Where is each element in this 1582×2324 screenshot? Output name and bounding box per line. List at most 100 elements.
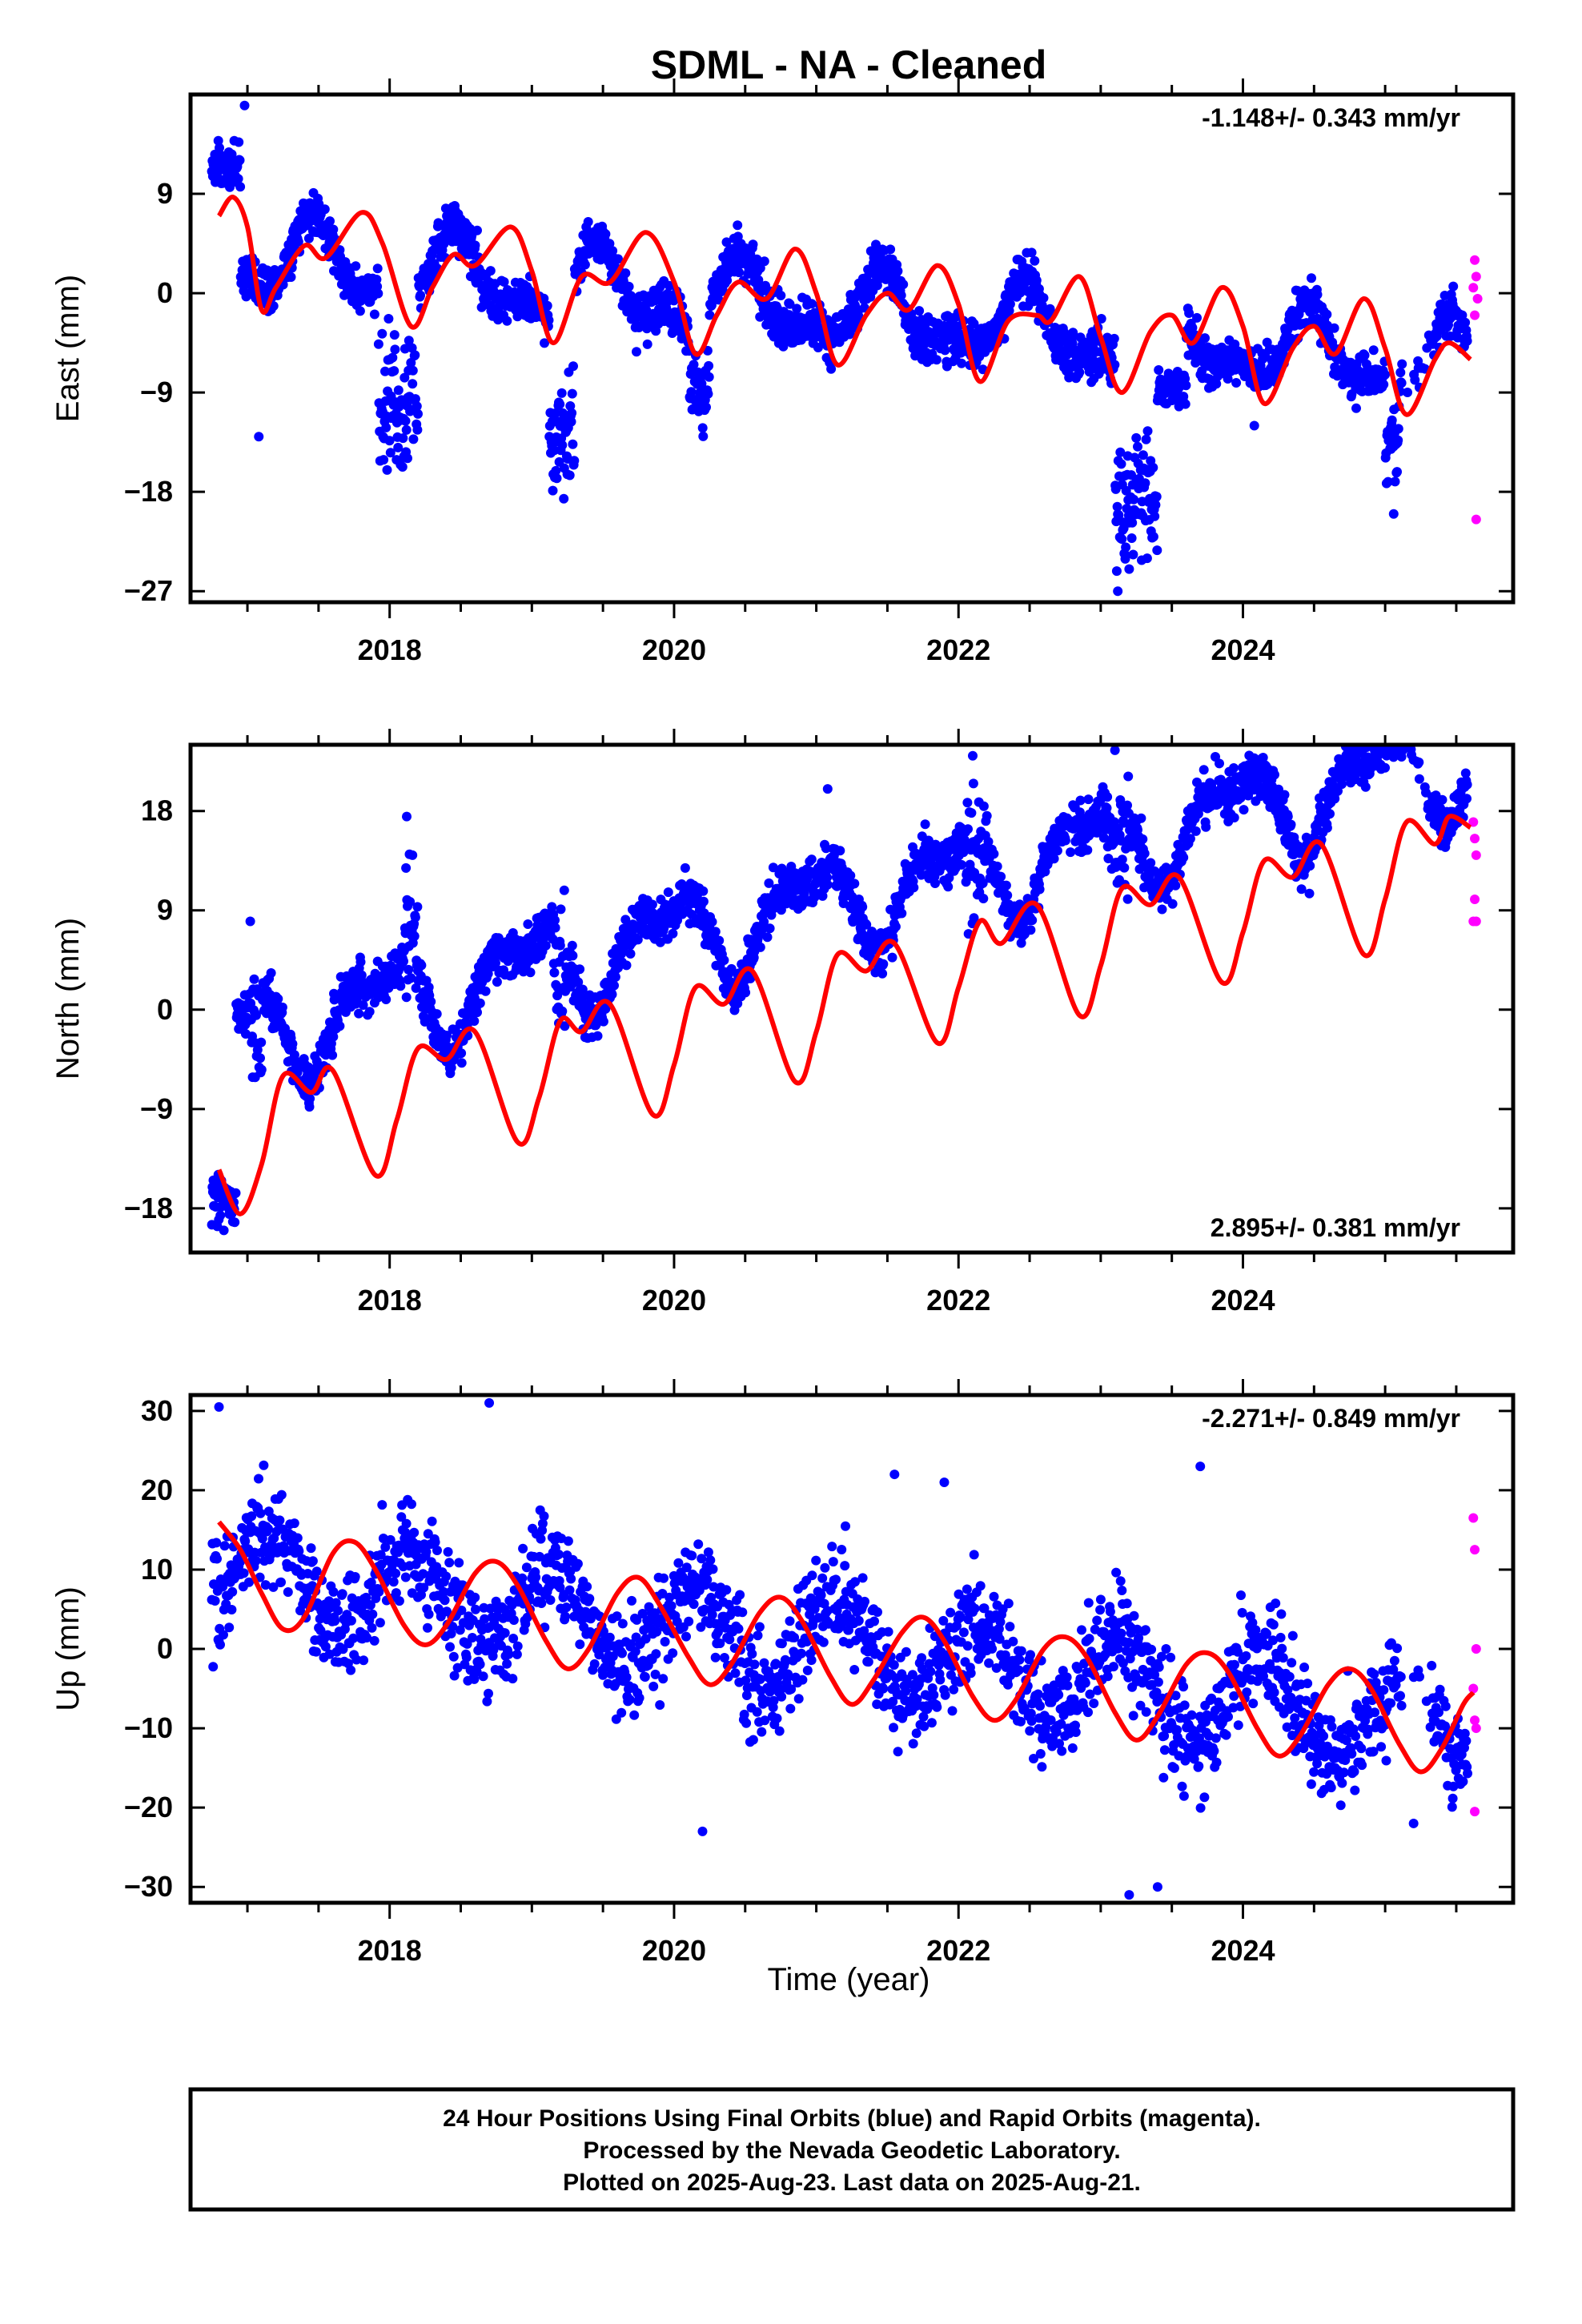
final-orbit-point: [215, 143, 224, 153]
final-orbit-point: [1152, 545, 1162, 556]
final-orbit-point: [569, 456, 580, 466]
final-orbit-point: [853, 311, 864, 321]
final-orbit-point: [1337, 779, 1347, 790]
final-orbit-point: [1392, 467, 1402, 477]
final-orbit-point: [1452, 332, 1463, 343]
final-orbit-point: [1128, 549, 1138, 560]
final-orbit-point: [734, 267, 744, 278]
final-orbit-point: [1180, 399, 1191, 409]
final-orbit-point: [1403, 388, 1412, 397]
final-orbit-point: [957, 358, 966, 368]
final-orbit-point: [408, 365, 418, 376]
x-tick-label: 2022: [926, 633, 990, 666]
final-orbit-point: [1368, 345, 1379, 356]
y-tick-label: 0: [157, 993, 173, 1026]
final-orbit-point: [389, 330, 400, 340]
final-orbit-point: [233, 174, 243, 184]
final-orbit-point: [1187, 323, 1198, 333]
final-orbit-point: [249, 974, 259, 984]
final-orbit-point: [624, 281, 634, 292]
final-orbit-point: [1351, 403, 1361, 413]
final-orbit-point: [1150, 511, 1160, 521]
final-orbit-point: [592, 1031, 603, 1041]
final-orbit-point: [893, 266, 903, 276]
final-orbit-point: [1140, 478, 1150, 489]
y-tick-label: 18: [141, 794, 173, 827]
final-orbit-point: [525, 967, 536, 978]
data-points: [207, 723, 1481, 1236]
final-orbit-point: [401, 862, 412, 873]
final-orbit-point: [542, 300, 552, 311]
final-orbit-point: [1393, 723, 1403, 733]
final-orbit-point: [741, 987, 751, 998]
final-orbit-point: [1157, 904, 1167, 915]
final-orbit-point: [1410, 375, 1420, 385]
final-orbit-point: [668, 928, 678, 939]
final-orbit-point: [470, 240, 480, 251]
final-orbit-point: [1109, 333, 1119, 344]
y-tick-label: 0: [157, 276, 173, 309]
final-orbit-point: [1112, 501, 1122, 512]
final-orbit-point: [620, 915, 631, 925]
final-orbit-point: [408, 434, 419, 444]
x-tick-label: 2020: [642, 1284, 706, 1317]
final-orbit-point: [410, 394, 420, 404]
final-orbit-point: [555, 940, 565, 951]
final-orbit-point: [878, 959, 889, 969]
final-orbit-point: [943, 882, 954, 892]
final-orbit-point: [1178, 392, 1189, 402]
final-orbit-point: [567, 408, 577, 418]
final-orbit-point: [1325, 809, 1335, 819]
final-orbit-point: [806, 854, 817, 865]
final-orbit-point: [373, 339, 383, 349]
final-orbit-point: [1387, 730, 1397, 739]
final-orbit-point: [575, 964, 585, 975]
final-orbit-point: [373, 288, 383, 299]
final-orbit-point: [389, 366, 400, 376]
final-orbit-point: [877, 968, 888, 979]
final-orbit-point: [598, 1016, 608, 1027]
final-orbit-point: [387, 352, 398, 363]
final-orbit-point: [286, 272, 296, 282]
final-orbit-point: [697, 423, 708, 433]
data-points: [207, 100, 1483, 597]
final-orbit-point: [1074, 367, 1085, 377]
final-orbit-point: [748, 239, 758, 250]
final-orbit-point: [914, 306, 925, 316]
final-orbit-point: [920, 819, 930, 830]
final-orbit-point: [625, 949, 636, 959]
final-orbit-point: [325, 216, 335, 227]
final-orbit-point: [1184, 308, 1195, 318]
final-orbit-point: [817, 891, 828, 901]
final-orbit-point: [381, 422, 391, 432]
final-orbit-point: [1393, 424, 1403, 434]
final-orbit-point: [252, 1045, 263, 1055]
final-orbit-point: [969, 319, 979, 329]
final-orbit-point: [410, 350, 420, 360]
rapid-orbit-point: [1470, 310, 1480, 320]
final-orbit-point: [380, 366, 390, 376]
final-orbit-point: [755, 312, 765, 322]
final-orbit-point: [897, 908, 907, 919]
final-orbit-point: [1142, 553, 1152, 564]
final-orbit-point: [806, 869, 817, 879]
final-orbit-point: [957, 859, 966, 870]
final-orbit-point: [1230, 340, 1240, 349]
final-orbit-point: [550, 915, 560, 925]
final-orbit-point: [385, 448, 396, 458]
final-orbit-point: [424, 982, 434, 992]
final-orbit-point: [412, 902, 423, 912]
final-orbit-point: [719, 955, 729, 965]
final-orbit-point: [1119, 862, 1130, 873]
rapid-orbit-point: [1471, 271, 1481, 282]
final-orbit-point: [1121, 542, 1131, 553]
final-orbit-point: [219, 1225, 229, 1236]
final-orbit-point: [701, 402, 711, 412]
final-orbit-point: [1123, 771, 1134, 782]
final-orbit-point: [765, 923, 775, 934]
final-orbit-point: [1146, 858, 1156, 868]
final-orbit-point: [1391, 732, 1400, 742]
final-orbit-point: [845, 870, 856, 881]
final-orbit-point: [698, 431, 709, 441]
